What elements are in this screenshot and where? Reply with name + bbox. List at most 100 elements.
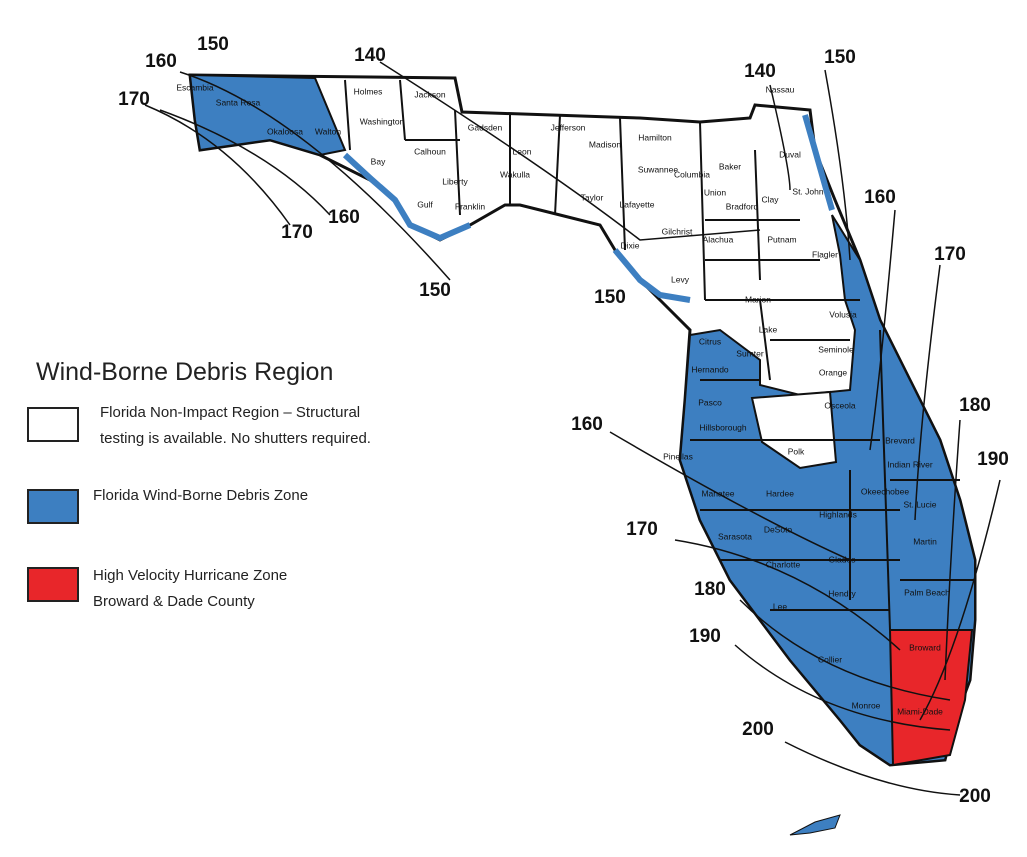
county-label: Gulf bbox=[417, 199, 433, 209]
county-label: Hernando bbox=[691, 364, 729, 374]
wind-speed-label: 150 bbox=[197, 34, 229, 55]
county-label: Highlands bbox=[819, 509, 857, 519]
county-label: Lafayette bbox=[620, 199, 655, 209]
wind-speed-label: 150 bbox=[824, 47, 856, 68]
county-label: Flagler bbox=[812, 249, 838, 259]
county-label: Monroe bbox=[852, 700, 881, 710]
county-label: Sumter bbox=[736, 348, 764, 358]
florida-map bbox=[144, 61, 1001, 836]
county-label: Alachua bbox=[703, 234, 734, 244]
county-label: Hamilton bbox=[638, 132, 672, 142]
legend-swatch-blue bbox=[27, 489, 79, 524]
county-label: Suwannee bbox=[638, 164, 678, 174]
county-label: Leon bbox=[513, 146, 532, 156]
wind-speed-label: 170 bbox=[118, 89, 150, 110]
county-label: Wakulla bbox=[500, 169, 530, 179]
county-label: Hillsborough bbox=[699, 422, 747, 432]
county-label: Jefferson bbox=[551, 122, 586, 132]
wind-speed-label: 150 bbox=[419, 280, 451, 301]
county-label: Sarasota bbox=[718, 531, 752, 541]
wind-speed-label: 170 bbox=[626, 519, 658, 540]
county-label: Volusia bbox=[829, 309, 857, 319]
county-label: Charlotte bbox=[766, 559, 801, 569]
county-label: Miami-Dade bbox=[897, 706, 943, 716]
county-label: Calhoun bbox=[414, 146, 446, 156]
wind-speed-label: 200 bbox=[742, 719, 774, 740]
county-label: Escambia bbox=[176, 82, 214, 92]
county-label: Martin bbox=[913, 536, 937, 546]
wind-speed-label: 190 bbox=[689, 626, 721, 647]
wind-speed-label: 160 bbox=[571, 414, 603, 435]
county-label: Indian River bbox=[887, 459, 933, 469]
county-label: Columbia bbox=[674, 169, 710, 179]
county-label: Manatee bbox=[701, 488, 734, 498]
county-label: Citrus bbox=[699, 336, 721, 346]
county-label: Seminole bbox=[818, 344, 854, 354]
county-label: Liberty bbox=[442, 176, 468, 186]
county-label: Marion bbox=[745, 294, 771, 304]
legend-swatch-white bbox=[27, 407, 79, 442]
county-label: Levy bbox=[671, 274, 690, 284]
county-label: Union bbox=[704, 187, 726, 197]
wind-speed-label: 140 bbox=[744, 61, 776, 82]
county-label: Taylor bbox=[581, 192, 604, 202]
county-label: St. John bbox=[792, 186, 823, 196]
county-label: Putnam bbox=[767, 234, 796, 244]
county-label: Pasco bbox=[698, 397, 722, 407]
county-label: Duval bbox=[779, 149, 801, 159]
county-label: Gilchrist bbox=[662, 226, 693, 236]
county-boundaries bbox=[344, 79, 975, 631]
county-label: Walton bbox=[315, 126, 341, 136]
polk-white bbox=[750, 390, 838, 470]
wind-speed-label: 160 bbox=[328, 207, 360, 228]
county-label: Gadsden bbox=[468, 122, 503, 132]
legend-title: Wind-Borne Debris Region bbox=[36, 358, 333, 386]
wind-speed-label: 200 bbox=[959, 786, 991, 807]
county-label: Washington bbox=[360, 116, 405, 126]
county-label: St. Lucie bbox=[903, 499, 936, 509]
county-label: Hardee bbox=[766, 488, 794, 498]
wind-speed-label: 160 bbox=[864, 187, 896, 208]
legend-swatch-red bbox=[27, 567, 79, 602]
county-label: Collier bbox=[818, 654, 842, 664]
legend-label: Florida Non-Impact Region – Structural bbox=[100, 404, 360, 421]
county-label: DeSoto bbox=[764, 524, 793, 534]
county-label: Bay bbox=[371, 156, 386, 166]
county-label: Broward bbox=[909, 642, 941, 652]
county-label: Franklin bbox=[455, 201, 486, 211]
county-label: Nassau bbox=[766, 84, 795, 94]
county-label: Bradford bbox=[726, 201, 759, 211]
county-label: Baker bbox=[719, 161, 741, 171]
county-label: Lake bbox=[759, 324, 778, 334]
county-label: Hendry bbox=[828, 588, 856, 598]
county-label: Okeechobee bbox=[861, 486, 909, 496]
county-label: Santa Rosa bbox=[216, 97, 261, 107]
debris-zone-coast bbox=[342, 114, 835, 303]
wind-speed-label: 140 bbox=[354, 45, 386, 66]
wind-speed-label: 150 bbox=[594, 287, 626, 308]
county-label: Palm Beach bbox=[904, 587, 950, 597]
county-label: Clay bbox=[761, 194, 779, 204]
legend: Wind-Borne Debris Region Florida Non-Imp… bbox=[27, 358, 371, 610]
legend-label: High Velocity Hurricane Zone bbox=[93, 567, 287, 584]
county-label: Holmes bbox=[354, 86, 383, 96]
county-label: Dixie bbox=[621, 240, 640, 250]
county-label: Pinellas bbox=[663, 451, 693, 461]
county-label: Lee bbox=[773, 601, 787, 611]
county-label: Orange bbox=[819, 367, 848, 377]
keys bbox=[789, 814, 841, 836]
county-label: Madison bbox=[589, 139, 621, 149]
legend-label: Florida Wind-Borne Debris Zone bbox=[93, 487, 308, 504]
wind-speed-label: 180 bbox=[959, 395, 991, 416]
county-label: Okaloosa bbox=[267, 126, 303, 136]
legend-label: testing is available. No shutters requir… bbox=[100, 430, 371, 447]
county-label: Jackson bbox=[414, 89, 445, 99]
county-label: Glades bbox=[829, 554, 856, 564]
county-label: Brevard bbox=[885, 435, 915, 445]
wind-speed-label: 170 bbox=[934, 244, 966, 265]
county-label: Polk bbox=[788, 446, 805, 456]
wind-speed-label: 180 bbox=[694, 579, 726, 600]
legend-label: Broward & Dade County bbox=[93, 593, 255, 610]
